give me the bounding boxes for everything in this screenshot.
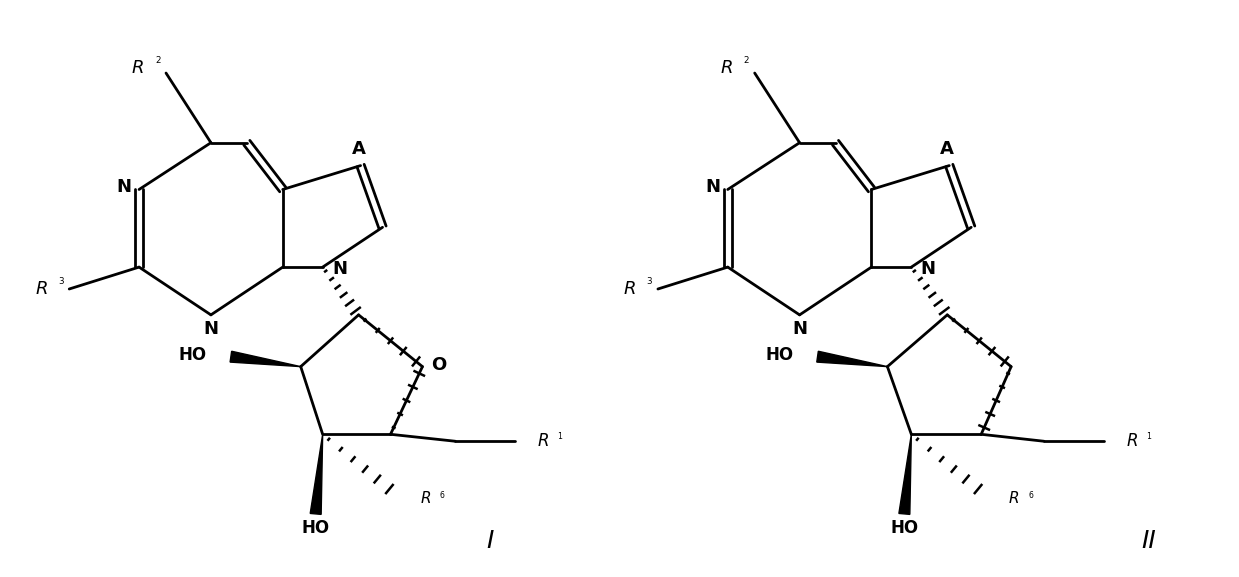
Text: II: II	[1141, 529, 1156, 553]
Text: I: I	[487, 529, 494, 553]
Text: N: N	[705, 178, 720, 197]
Text: R: R	[420, 492, 431, 507]
Text: N: N	[116, 178, 131, 197]
Polygon shape	[230, 351, 301, 366]
Text: R: R	[538, 432, 549, 450]
Text: A: A	[352, 140, 366, 158]
Text: $^1$: $^1$	[558, 432, 564, 443]
Text: $^6$: $^6$	[1028, 491, 1035, 501]
Text: HO: HO	[178, 346, 207, 364]
Text: R: R	[1126, 432, 1137, 450]
Text: $^3$: $^3$	[647, 278, 653, 291]
Polygon shape	[817, 351, 887, 366]
Text: HO: HO	[891, 519, 918, 537]
Text: HO: HO	[766, 346, 794, 364]
Text: $^2$: $^2$	[743, 57, 750, 70]
Text: N: N	[332, 260, 347, 278]
Text: N: N	[792, 320, 807, 338]
Text: A: A	[940, 140, 954, 158]
Text: O: O	[431, 355, 446, 374]
Text: $^2$: $^2$	[155, 57, 161, 70]
Text: N: N	[203, 320, 218, 338]
Text: N: N	[921, 260, 935, 278]
Polygon shape	[310, 434, 322, 514]
Text: R: R	[35, 280, 47, 298]
Text: R: R	[1009, 492, 1020, 507]
Text: $^6$: $^6$	[439, 491, 446, 501]
Text: R: R	[623, 280, 636, 298]
Text: $^1$: $^1$	[1146, 432, 1152, 443]
Polygon shape	[898, 434, 912, 514]
Text: R: R	[721, 59, 733, 77]
Text: $^3$: $^3$	[58, 278, 64, 291]
Text: R: R	[131, 59, 144, 77]
Text: HO: HO	[301, 519, 330, 537]
